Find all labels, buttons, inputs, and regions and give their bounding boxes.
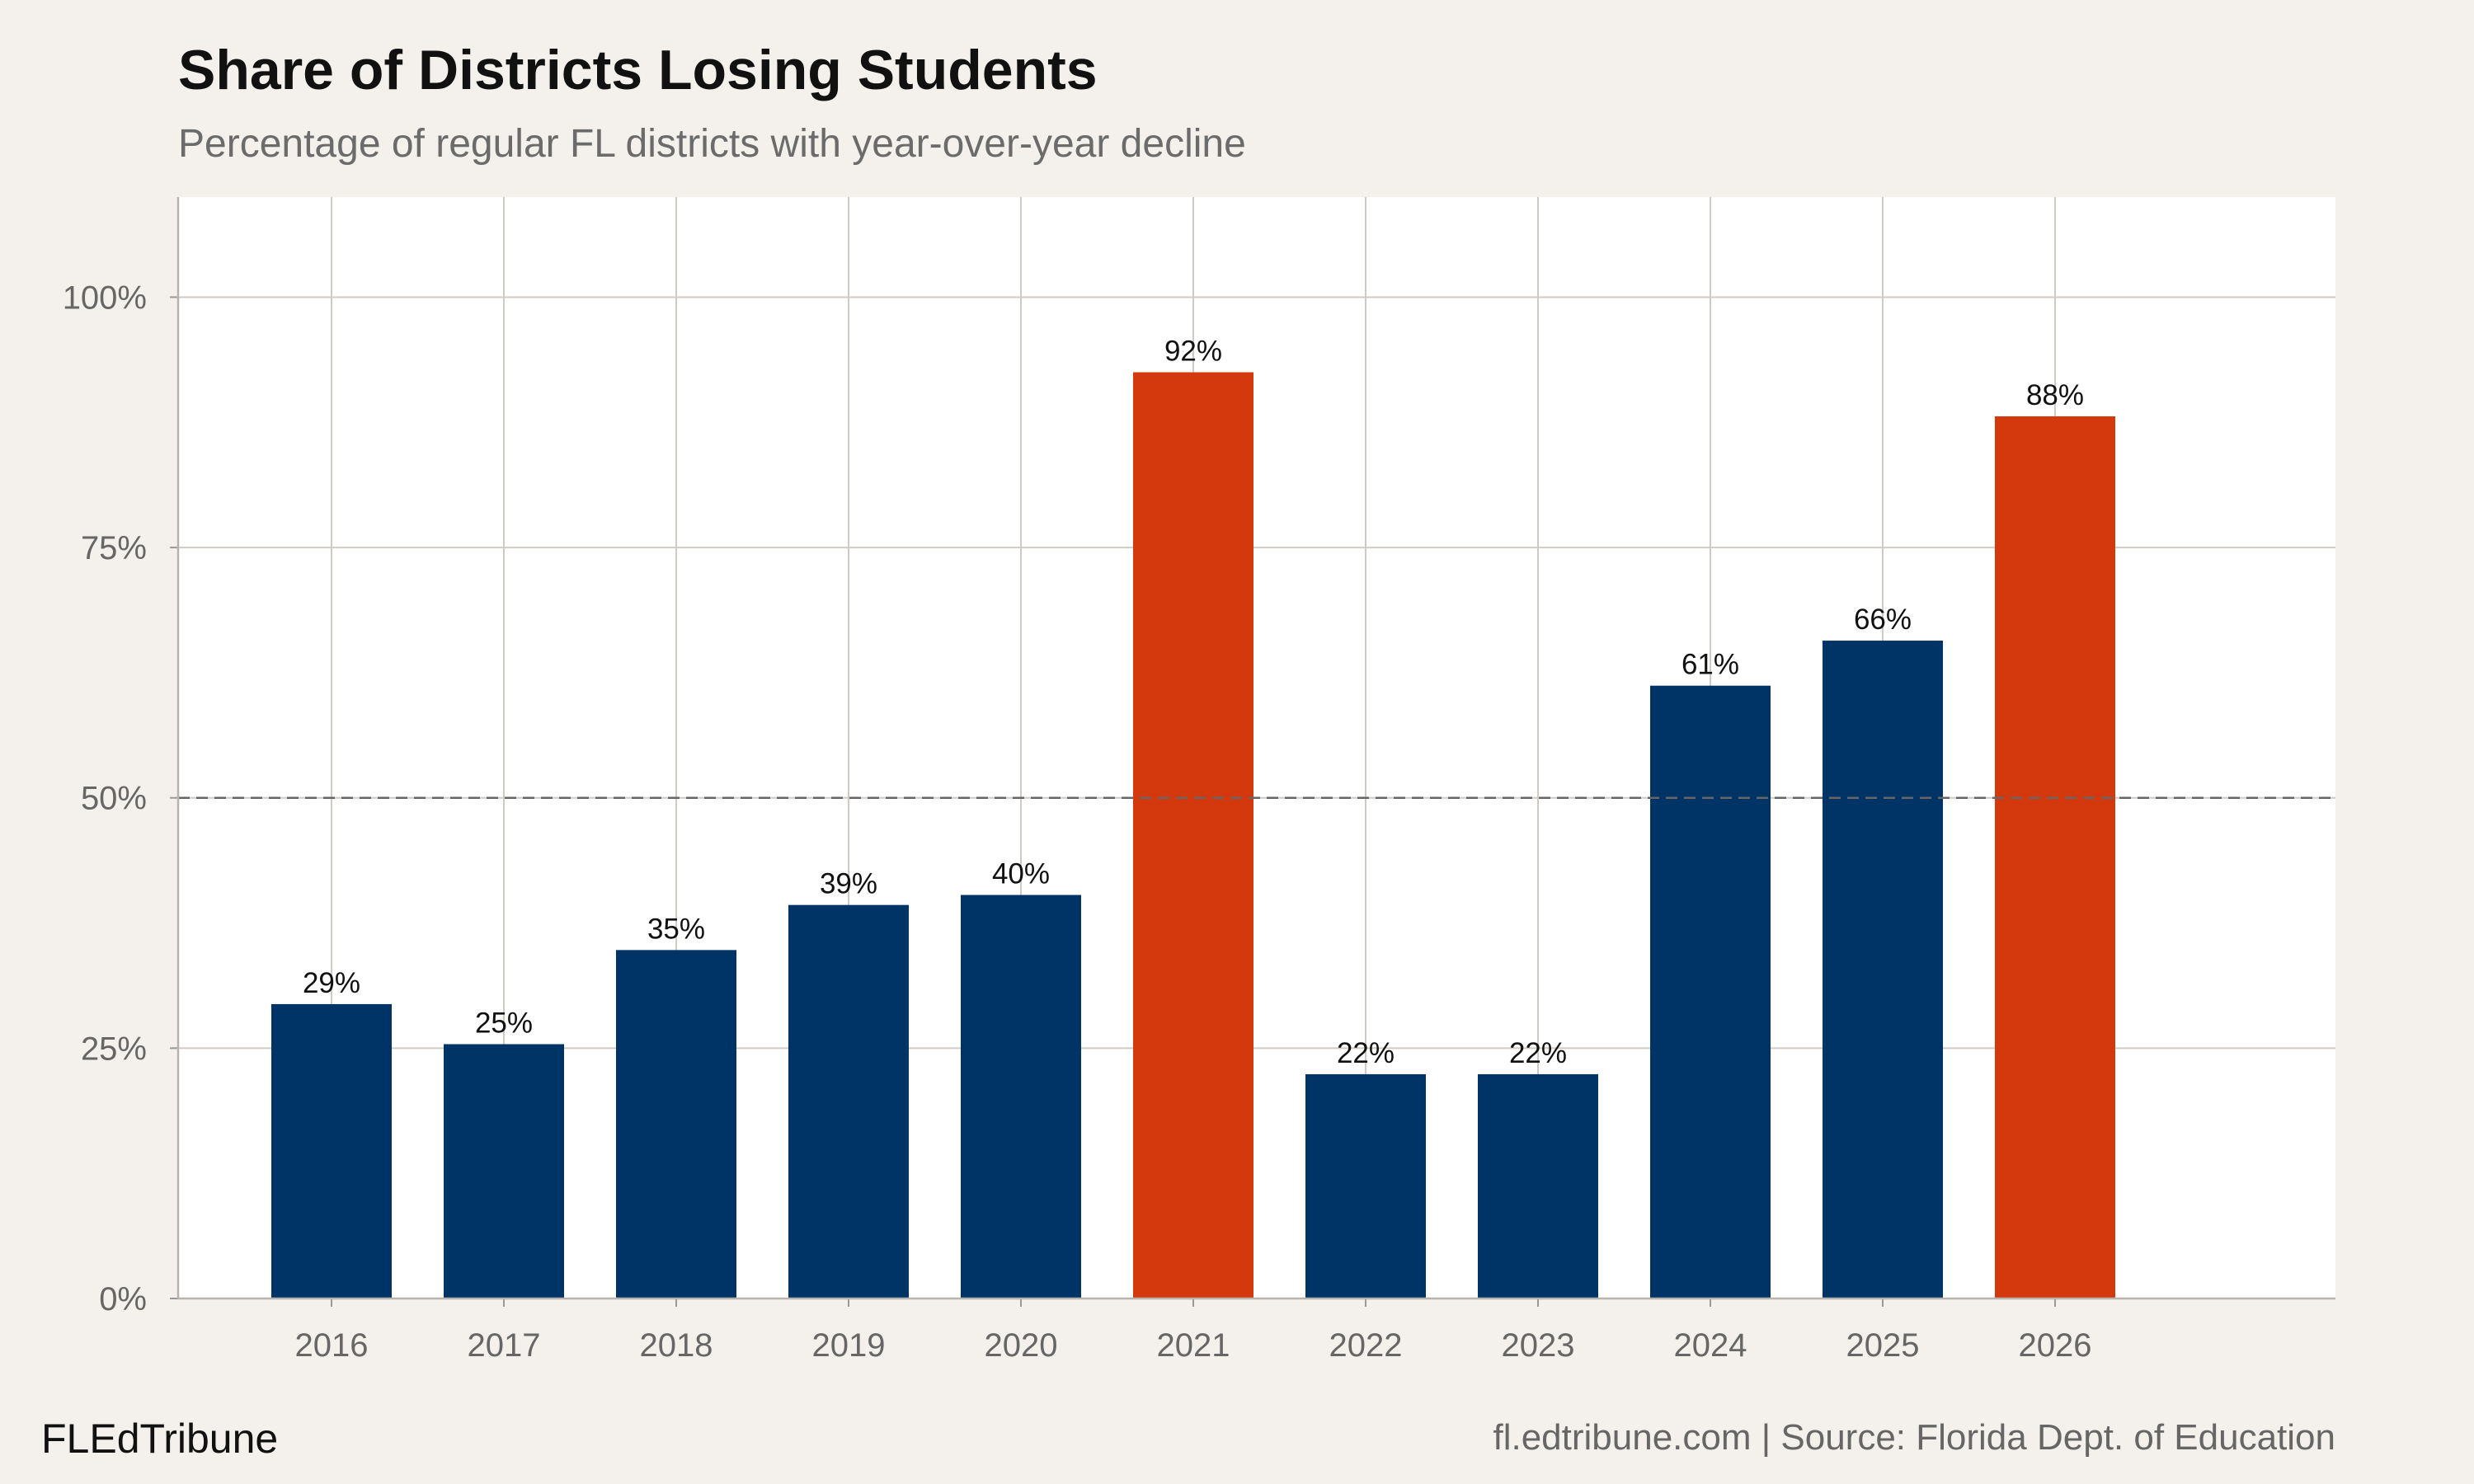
data-label-2022: 22% (1337, 1037, 1395, 1069)
data-label-2023: 22% (1509, 1037, 1567, 1069)
x-tick-label: 2019 (812, 1327, 886, 1364)
y-tick-label: 0% (99, 1281, 147, 1317)
source-note: fl.edtribune.com | Source: Florida Dept.… (1493, 1417, 2335, 1458)
data-label-2021: 92% (1164, 336, 1222, 368)
x-tick-label: 2020 (985, 1327, 1058, 1364)
bar-2021 (1133, 372, 1253, 1299)
axes: 0% 25% 50% 75% 100% 2016 2017 2018 2019 2020 2021 2… (63, 197, 2335, 1364)
bar-2026 (1995, 416, 2115, 1298)
x-tick-label: 2017 (468, 1327, 541, 1364)
chart-subtitle: Percentage of regular FL districts with … (178, 122, 1246, 166)
bar-2018 (616, 950, 736, 1298)
bar-2016 (271, 1003, 392, 1298)
data-label-2020: 40% (992, 858, 1050, 890)
x-tick-label: 2018 (640, 1327, 713, 1364)
bar-2024 (1650, 685, 1771, 1298)
data-label-2026: 88% (2026, 379, 2084, 411)
bar-2025 (1823, 641, 1943, 1298)
y-tick-label: 100% (63, 279, 147, 316)
bar-2017 (444, 1044, 564, 1298)
x-tick-label: 2022 (1329, 1327, 1403, 1364)
x-tick-label: 2026 (2019, 1327, 2092, 1364)
chart-title: Share of Districts Losing Students (178, 39, 1098, 101)
x-tick-label: 2024 (1674, 1327, 1747, 1364)
bar-2020 (961, 895, 1081, 1298)
x-tick-label: 2016 (295, 1327, 369, 1364)
data-label-2017: 25% (475, 1007, 533, 1040)
x-tick-label: 2025 (1846, 1327, 1920, 1364)
bar-2022 (1305, 1073, 1426, 1298)
y-tick-label: 50% (81, 781, 147, 817)
y-tick-label: 75% (81, 530, 147, 566)
bar-2019 (788, 904, 909, 1298)
data-label-2019: 39% (820, 868, 877, 900)
data-label-2018: 35% (647, 913, 705, 945)
x-tick-label: 2021 (1157, 1327, 1230, 1364)
bars: 29% 25% 35% 39% 40% 92% 22% 22% 61% 66% 88% (178, 336, 2335, 1299)
y-tick-label: 25% (81, 1031, 147, 1067)
data-label-2016: 29% (303, 967, 360, 999)
data-label-2025: 66% (1854, 603, 1912, 636)
bar-2023 (1478, 1073, 1598, 1298)
data-label-2024: 61% (1681, 649, 1739, 681)
x-tick-label: 2023 (1502, 1327, 1575, 1364)
brand-logo-text: FLEdTribune (41, 1416, 278, 1462)
